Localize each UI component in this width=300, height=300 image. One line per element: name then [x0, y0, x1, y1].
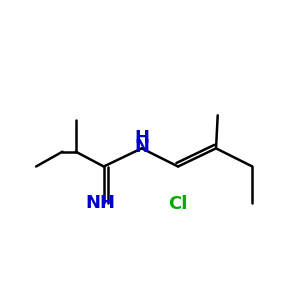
Text: N: N: [134, 138, 149, 156]
Text: NH: NH: [86, 194, 116, 212]
Text: H: H: [134, 129, 149, 147]
Text: Cl: Cl: [168, 196, 188, 214]
